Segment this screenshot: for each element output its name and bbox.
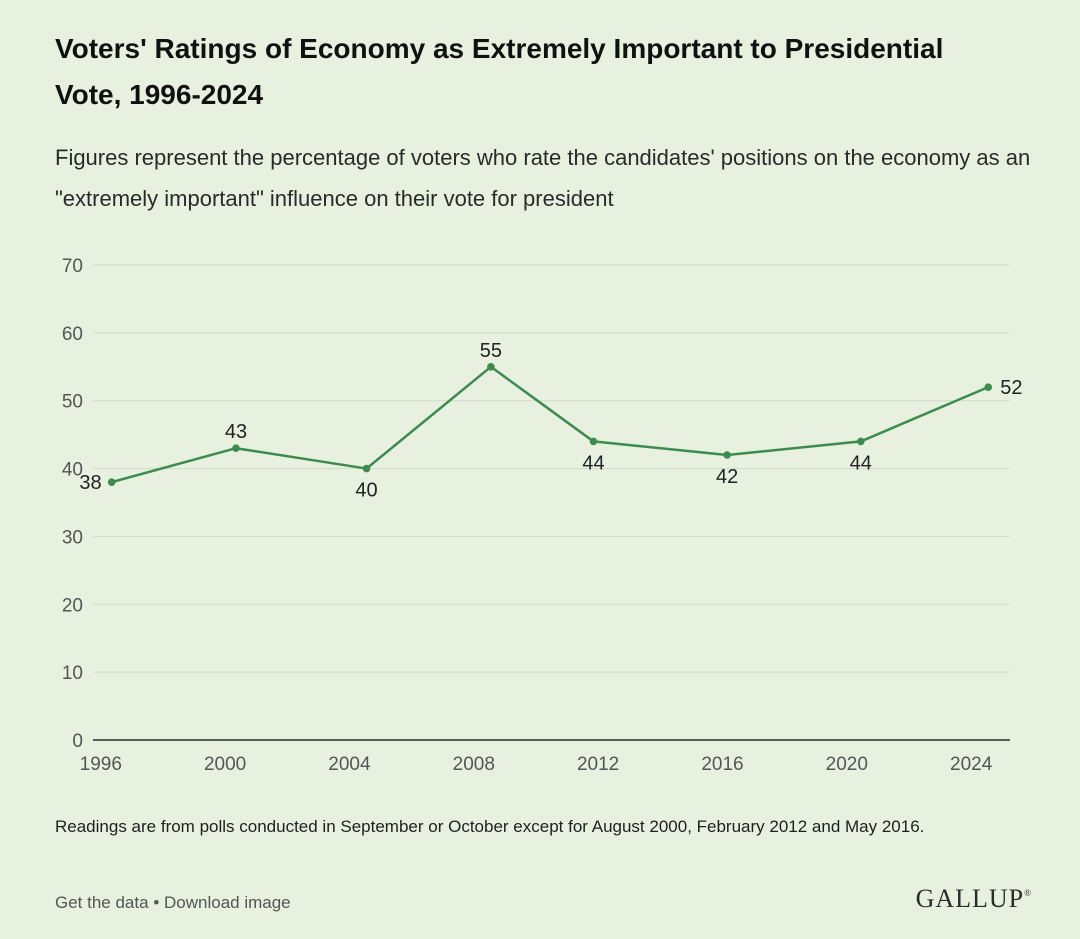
data-label: 40 bbox=[355, 480, 377, 502]
y-tick-label: 70 bbox=[62, 256, 83, 277]
gallup-logo: GALLUP® bbox=[915, 884, 1032, 913]
data-label: 42 bbox=[716, 466, 738, 488]
data-label: 44 bbox=[850, 452, 872, 474]
data-point bbox=[107, 478, 116, 486]
link-separator: • bbox=[153, 893, 160, 912]
data-label: 52 bbox=[1000, 377, 1022, 399]
line-chart: 0 10 20 30 40 50 60 70 1996 2000 2004 2008 2012 2016 2… bbox=[62, 256, 1023, 775]
data-point bbox=[232, 444, 240, 453]
x-tick-label: 2008 bbox=[453, 754, 495, 775]
data-label: 44 bbox=[582, 452, 604, 474]
x-tick-label: 2004 bbox=[328, 754, 371, 775]
y-tick-label: 60 bbox=[62, 324, 83, 345]
chart-title: Voters' Ratings of Economy as Extremely … bbox=[55, 33, 944, 110]
y-tick-label: 50 bbox=[62, 392, 83, 413]
y-tick-label: 40 bbox=[62, 460, 83, 481]
y-tick-label: 0 bbox=[72, 731, 83, 752]
footer-links: Get the data • Download image bbox=[55, 891, 291, 915]
x-tick-label: 2020 bbox=[826, 754, 868, 775]
y-tick-label: 20 bbox=[62, 595, 83, 616]
data-point bbox=[487, 362, 495, 371]
data-point bbox=[362, 464, 371, 473]
data-point bbox=[723, 451, 731, 459]
x-tick-label: 2024 bbox=[950, 754, 993, 775]
data-point bbox=[856, 437, 865, 446]
data-label: 55 bbox=[480, 340, 502, 362]
x-tick-label: 2012 bbox=[577, 754, 619, 775]
series-line bbox=[110, 365, 990, 484]
download-image-link[interactable]: Download image bbox=[164, 893, 291, 912]
y-tick-label: 10 bbox=[62, 663, 83, 684]
data-label: 43 bbox=[225, 421, 247, 443]
x-tick-label: 2000 bbox=[204, 754, 246, 775]
data-label: 38 bbox=[79, 472, 101, 494]
y-tick-label: 30 bbox=[62, 527, 83, 548]
data-point bbox=[984, 383, 993, 391]
x-tick-label: 1996 bbox=[80, 754, 122, 775]
footnote: Readings are from polls conducted in Sep… bbox=[55, 817, 925, 836]
chart-subtitle: Figures represent the percentage of vote… bbox=[55, 145, 1031, 211]
data-point bbox=[589, 437, 598, 446]
x-tick-label: 2016 bbox=[701, 754, 743, 775]
get-data-link[interactable]: Get the data bbox=[55, 893, 149, 912]
